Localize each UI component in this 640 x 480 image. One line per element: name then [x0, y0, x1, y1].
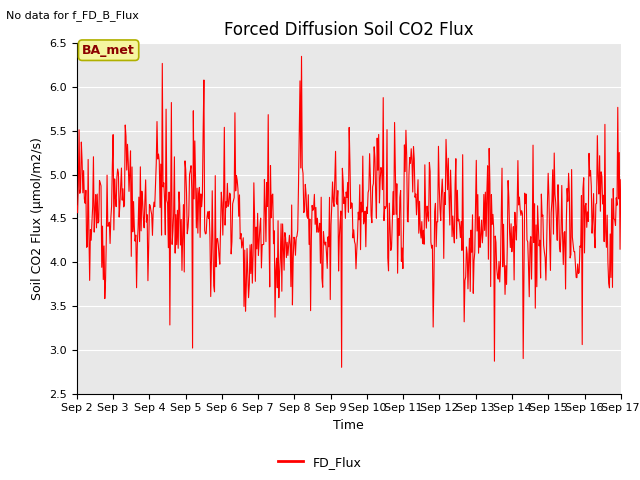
- Text: No data for f_FD_B_Flux: No data for f_FD_B_Flux: [6, 10, 140, 21]
- Y-axis label: Soil CO2 Flux (μmol/m2/s): Soil CO2 Flux (μmol/m2/s): [31, 137, 44, 300]
- Legend: FD_Flux: FD_Flux: [273, 451, 367, 474]
- X-axis label: Time: Time: [333, 419, 364, 432]
- Title: Forced Diffusion Soil CO2 Flux: Forced Diffusion Soil CO2 Flux: [224, 21, 474, 39]
- Text: BA_met: BA_met: [82, 44, 135, 57]
